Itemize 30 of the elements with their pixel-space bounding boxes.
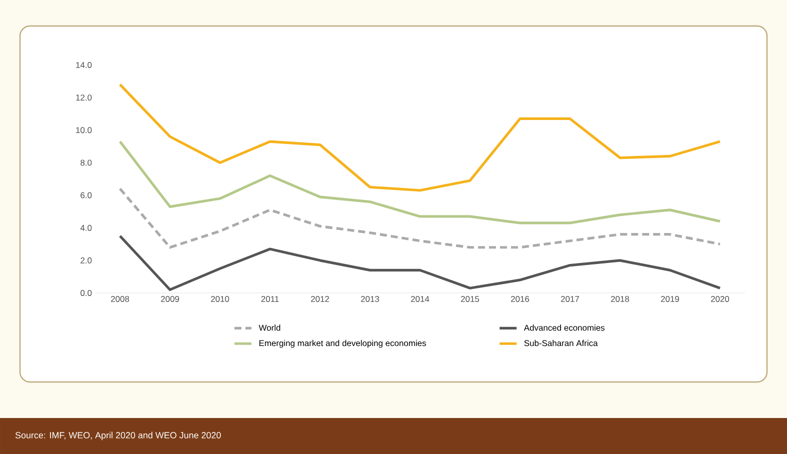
y-tick-label: 4.0 [80,224,92,231]
line-series [118,140,722,224]
x-tick-label: 2017 [561,296,579,302]
x-tick-label: 2012 [311,296,329,302]
x-tick-label: 2015 [461,296,480,302]
y-tick-label: 8.0 [80,160,92,166]
legend-label: World [258,324,280,331]
x-tick-label: 2009 [161,296,180,302]
x-tick-label: 2018 [611,296,630,302]
x-tick-label: 2013 [361,296,380,302]
legend-label: Sub-Saharan Africa [524,340,598,346]
x-tick-label: 2008 [111,296,130,302]
y-tick-label: 10.0 [76,127,92,134]
y-tick-label: 2.0 [80,257,92,264]
x-tick-label: 2016 [511,296,530,302]
line-series [118,234,722,292]
y-tick-label: 12.0 [76,94,92,101]
y-tick-label: 0.0 [80,290,92,296]
y-tick-label: 6.0 [80,192,92,198]
x-tick-label: 2014 [411,296,430,302]
line-series [118,187,722,249]
line-series [118,83,722,192]
y-tick-label: 14.0 [76,62,92,68]
x-tick-label: 2019 [661,296,680,302]
x-tick-label: 2010 [211,296,230,302]
x-tick-label: 2011 [261,296,279,302]
legend-label: Advanced economies [524,324,605,331]
source-note: Source: IMF, WEO, April 2020 and WEO June 2020 [15,432,221,440]
x-tick-label: 2020 [711,296,730,302]
legend-label: Emerging market and developing economies [259,340,426,348]
